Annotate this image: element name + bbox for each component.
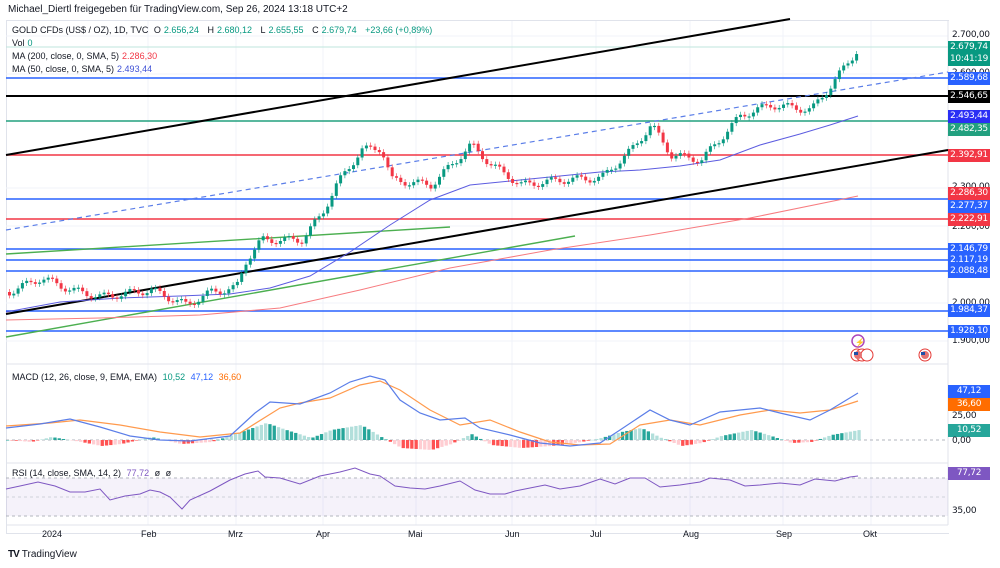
rsi-label: RSI (14, close, SMA, 14, 2) [12, 468, 122, 478]
price-tick: 2.200,00 [952, 222, 990, 232]
macd-label: MACD (12, 26, close, 9, EMA, EMA) [12, 372, 158, 382]
level-tag: 2.146,79 [948, 243, 990, 256]
us-flag-events-icon [850, 348, 874, 362]
change-value: +23,66 (+0,89%) [365, 25, 433, 35]
symbol-name: GOLD CFDs (US$ / OZ), 1D, TVC [12, 25, 149, 35]
macd-line-value: 47,12 [190, 372, 214, 382]
level-tag: 1.984,37 [948, 304, 990, 317]
chart-frame[interactable] [6, 20, 949, 534]
macd-signal-tag: 36,60 [948, 398, 990, 411]
rsi-tick: 35,00 [952, 506, 977, 516]
macd-tick: 0,00 [952, 436, 971, 446]
time-label: Sep [776, 529, 793, 539]
macd-histogram-value: 10,52 [162, 372, 186, 382]
current-price-tag: 2.679,74 [948, 41, 990, 54]
rsi-extra: ø [154, 468, 161, 478]
ma200-label: MA (200, close, 0, SMA, 5) [12, 51, 120, 61]
time-label: Okt [863, 529, 878, 539]
price-tick: 2.700,00 [952, 30, 990, 40]
level-tag: 2.546,65 [948, 90, 990, 103]
volume-label: Vol [12, 38, 25, 48]
ma200-legend[interactable]: MA (200, close, 0, SMA, 5) 2.286,30 [12, 51, 160, 61]
level-tag: 2.392,91 [948, 149, 990, 162]
svg-text:⚡: ⚡ [855, 337, 865, 347]
level-tag: 2.482,35 [948, 123, 990, 136]
level-tag: 2.088,48 [948, 265, 990, 278]
open-label: O [153, 25, 161, 35]
rsi-value: 77,72 [126, 468, 150, 478]
level-tag: 2.117,19 [948, 254, 990, 267]
rsi-extra: ø [165, 468, 172, 478]
low-value: 2.655,55 [268, 25, 304, 35]
rsi-legend[interactable]: RSI (14, close, SMA, 14, 2) 77,72 ø ø [12, 468, 174, 478]
tradingview-mark-icon: TV [8, 549, 20, 560]
ma50-value: 2.493,44 [117, 64, 153, 74]
macd-line-tag: 47,12 [948, 385, 990, 398]
tradingview-logo[interactable]: TV TradingView [8, 549, 77, 560]
open-value: 2.656,24 [163, 25, 199, 35]
level-tag: 2.589,68 [948, 72, 990, 85]
high-label: H [207, 25, 214, 35]
time-label: 2024 [42, 529, 63, 539]
macd-tick: 25,00 [952, 411, 977, 421]
price-tick: 2.000,00 [952, 298, 990, 308]
ma50-tag: 2.493,44 [948, 110, 990, 123]
time-label: Aug [683, 529, 700, 539]
macd-histogram-tag: 10,52 [948, 424, 990, 437]
level-tag: 2.222,91 [948, 213, 990, 226]
macd-legend[interactable]: MACD (12, 26, close, 9, EMA, EMA) 10,52 … [12, 372, 244, 382]
tradingview-brand: TradingView [21, 549, 77, 560]
close-value: 2.679,74 [321, 25, 357, 35]
ma50-label: MA (50, close, 0, SMA, 5) [12, 64, 115, 74]
ma200-value: 2.286,30 [122, 51, 158, 61]
price-tick: 1.900,00 [952, 336, 990, 346]
low-label: L [260, 25, 266, 35]
time-label: Mai [408, 529, 423, 539]
rsi-tag: 77,72 [948, 467, 990, 480]
symbol-legend[interactable]: GOLD CFDs (US$ / OZ), 1D, TVC O 2.656,24 … [12, 25, 435, 35]
candle-countdown: 10:41:19 [948, 53, 990, 66]
time-label: Mrz [228, 529, 243, 539]
ma50-legend[interactable]: MA (50, close, 0, SMA, 5) 2.493,44 [12, 64, 155, 74]
time-label: Jul [590, 529, 602, 539]
macd-signal-value: 36,60 [218, 372, 242, 382]
ma200-tag: 2.286,30 [948, 187, 990, 200]
event-lightning-icon [851, 334, 865, 348]
close-label: C [312, 25, 319, 35]
us-flag-event-icon [918, 348, 932, 362]
level-tag: 2.277,37 [948, 200, 990, 213]
volume-legend[interactable]: Vol 0 [12, 38, 36, 48]
high-value: 2.680,12 [216, 25, 252, 35]
time-label: Apr [316, 529, 331, 539]
time-label: Jun [505, 529, 520, 539]
level-tag: 1.928,10 [948, 325, 990, 338]
volume-value: 0 [27, 38, 33, 48]
share-attribution: Michael_Diertl freigegeben für TradingVi… [8, 4, 348, 15]
time-label: Feb [141, 529, 157, 539]
